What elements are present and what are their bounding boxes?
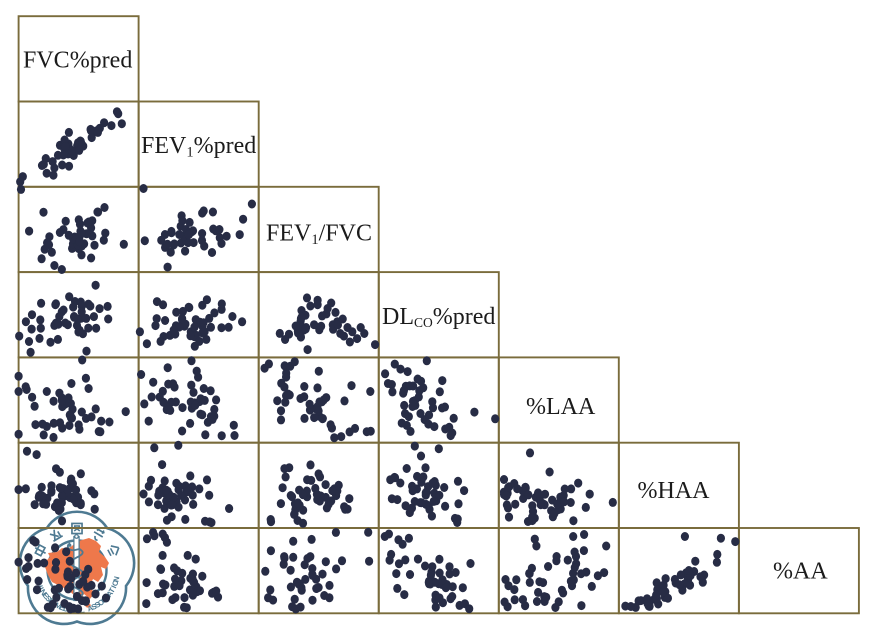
svg-text:N: N xyxy=(38,588,49,598)
svg-text:I: I xyxy=(37,586,46,592)
svg-text:L: L xyxy=(79,605,85,615)
svg-text:I: I xyxy=(109,584,118,590)
svg-text:S: S xyxy=(43,594,53,604)
svg-text:T: T xyxy=(107,586,117,595)
svg-text:O: O xyxy=(110,579,120,588)
svg-text:A: A xyxy=(104,589,115,599)
svg-text:FEV1/FVC: FEV1/FVC xyxy=(266,221,372,249)
svg-text:FEV1%pred: FEV1%pred xyxy=(141,133,256,161)
svg-text:A: A xyxy=(86,603,95,613)
svg-text:S: S xyxy=(93,600,102,610)
svg-text:%HAA: %HAA xyxy=(638,478,711,504)
svg-text:E: E xyxy=(41,591,51,601)
svg-text:%AA: %AA xyxy=(773,559,828,585)
svg-text:E: E xyxy=(58,602,66,612)
svg-text:N: N xyxy=(111,575,121,582)
svg-text:%LAA: %LAA xyxy=(526,394,596,420)
svg-text:O: O xyxy=(96,597,106,608)
svg-text:M: M xyxy=(53,600,63,611)
svg-text:DLCO%pred: DLCO%pred xyxy=(382,304,495,330)
svg-text:S: S xyxy=(90,602,98,612)
svg-text:FVC%pred: FVC%pred xyxy=(23,48,132,74)
